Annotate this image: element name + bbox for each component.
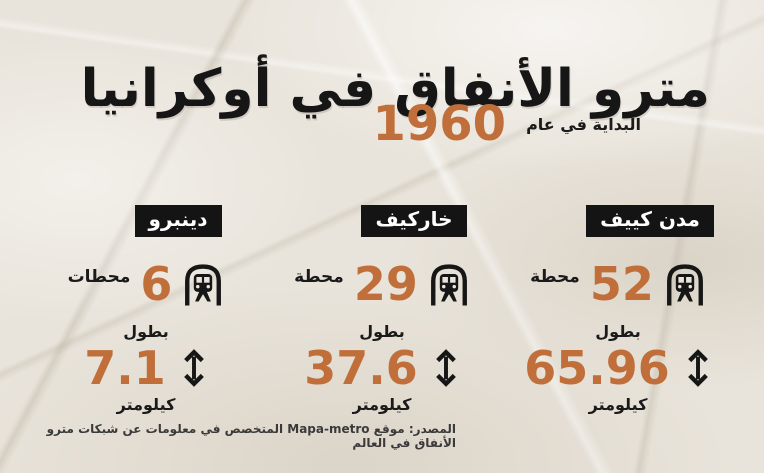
stations-label: محطات: [67, 267, 131, 287]
length-prefix-label: بطول: [359, 322, 405, 341]
length-unit-label: كيلومتر: [116, 395, 176, 414]
stations-count: 29: [353, 257, 418, 311]
length-value: 37.6: [304, 341, 418, 395]
stations-row: 52 محطة: [530, 261, 706, 307]
vertical-double-arrow-icon: [180, 347, 208, 389]
length-unit-label: كيلومتر: [588, 395, 648, 414]
metro-train-icon: [182, 261, 224, 307]
stations-row: 6 محطات: [68, 261, 225, 307]
length-row: 37.6: [304, 345, 460, 391]
length-prefix-label: بطول: [123, 322, 169, 341]
length-value: 7.1: [84, 341, 166, 395]
stations-row: 29 محطة: [294, 261, 470, 307]
page-title: مترو الأنفاق في أوكرانيا: [80, 58, 710, 119]
stations-count: 6: [140, 257, 173, 311]
source-credit: المصدر: موقع Mapa-metro المتخصص في معلوم…: [46, 422, 456, 450]
start-year-value: 1960: [372, 96, 507, 152]
length-row: 65.96: [524, 345, 712, 391]
stations-label: محطة: [294, 267, 344, 287]
city-column-kyiv: مدن كييف 52 محطة بطول: [500, 205, 736, 414]
city-name-badge: خاركيف: [361, 205, 467, 237]
metro-train-icon: [428, 261, 470, 307]
city-name-badge: دينبرو: [134, 205, 222, 237]
vertical-double-arrow-icon: [432, 347, 460, 389]
stations-label: محطة: [530, 267, 580, 287]
start-year-block: البداية في عام 1960: [372, 100, 641, 148]
city-column-kharkiv: خاركيف 29 محطة بطول: [264, 205, 500, 414]
city-columns: مدن كييف 52 محطة بطول: [28, 205, 736, 414]
length-unit-label: كيلومتر: [352, 395, 412, 414]
metro-train-icon: [664, 261, 706, 307]
city-column-dnipro: دينبرو 6 محطات بطول: [28, 205, 264, 414]
length-prefix-label: بطول: [595, 322, 641, 341]
length-row: 7.1: [84, 345, 208, 391]
city-name-badge: مدن كييف: [586, 205, 714, 237]
start-year-label: البداية في عام: [526, 114, 641, 134]
stations-count: 52: [589, 257, 654, 311]
vertical-double-arrow-icon: [684, 347, 712, 389]
length-value: 65.96: [524, 341, 670, 395]
